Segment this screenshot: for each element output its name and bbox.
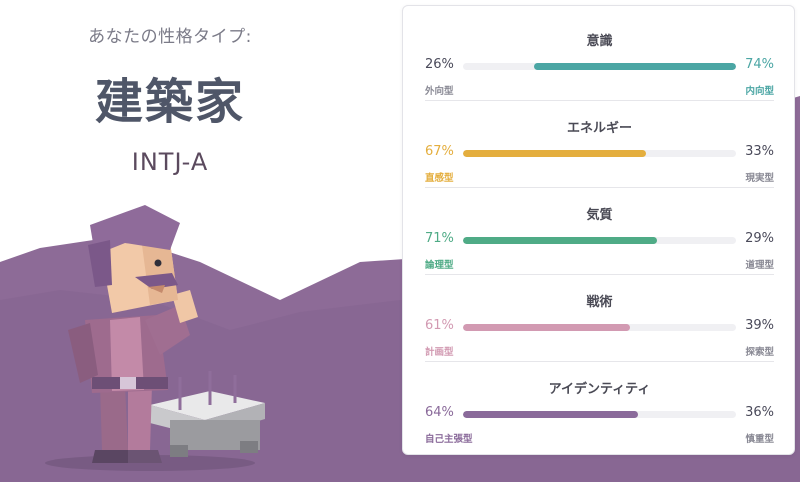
trait-divider (425, 274, 774, 275)
trait-left-percent: 67% (425, 144, 454, 159)
trait-bar-fill (463, 150, 646, 157)
type-subtitle: あなたの性格タイプ: (88, 27, 252, 47)
trait-left-label: 外向型 (425, 86, 454, 97)
trait-right-percent: 39% (745, 318, 774, 333)
trait-title: 気質 (586, 208, 613, 223)
trait-tactics: 戦術 61% 39% 計画型 探索型 (425, 275, 774, 361)
trait-divider (425, 100, 774, 101)
trait-left-label: 自己主張型 (425, 434, 473, 445)
trait-right-percent: 36% (745, 405, 774, 420)
trait-energy: エネルギー 67% 33% 直感型 現実型 (425, 101, 774, 187)
trait-bar-track (463, 150, 736, 157)
trait-right-label: 探索型 (745, 347, 774, 358)
trait-identity: アイデンティティ 64% 36% 自己主張型 慎重型 (425, 362, 774, 448)
trait-scores-card: 意識 26% 74% 外向型 内向型 エネルギー 67% 33% 直感型 現実型… (402, 5, 795, 455)
trait-bar-track (463, 237, 736, 244)
trait-left-percent: 71% (425, 231, 454, 246)
trait-bar-track (463, 324, 736, 331)
trait-divider (425, 361, 774, 362)
architect-character-illustration (45, 205, 265, 471)
trait-title: 戦術 (586, 295, 613, 310)
trait-bar-track (463, 63, 736, 70)
trait-title: 意識 (586, 34, 613, 49)
trait-nature: 気質 71% 29% 論理型 道理型 (425, 188, 774, 274)
trait-left-percent: 26% (425, 57, 454, 72)
trait-left-label: 直感型 (425, 173, 454, 184)
trait-bar-fill (463, 411, 638, 418)
trait-bar-fill (463, 237, 657, 244)
type-name: 建築家 (94, 74, 245, 130)
trait-right-label: 現実型 (745, 173, 774, 184)
trait-mind: 意識 26% 74% 外向型 内向型 (425, 14, 774, 100)
trait-title: アイデンティティ (548, 382, 651, 397)
trait-left-percent: 64% (425, 405, 454, 420)
type-header: あなたの性格タイプ: 建築家 INTJ-A (0, 0, 400, 200)
trait-right-percent: 74% (745, 57, 774, 72)
trait-right-percent: 29% (745, 231, 774, 246)
trait-bar-fill (533, 63, 736, 70)
trait-title: エネルギー (566, 121, 632, 136)
trait-divider (425, 187, 774, 188)
type-code: INTJ-A (131, 148, 209, 176)
trait-right-percent: 33% (745, 144, 774, 159)
trait-right-label: 道理型 (745, 260, 774, 271)
trait-bar-fill (463, 324, 630, 331)
trait-left-percent: 61% (425, 318, 454, 333)
trait-left-label: 計画型 (425, 347, 454, 358)
trait-right-label: 内向型 (745, 86, 774, 97)
trait-bar-track (463, 411, 736, 418)
trait-right-label: 慎重型 (745, 434, 774, 445)
trait-left-label: 論理型 (425, 260, 454, 271)
